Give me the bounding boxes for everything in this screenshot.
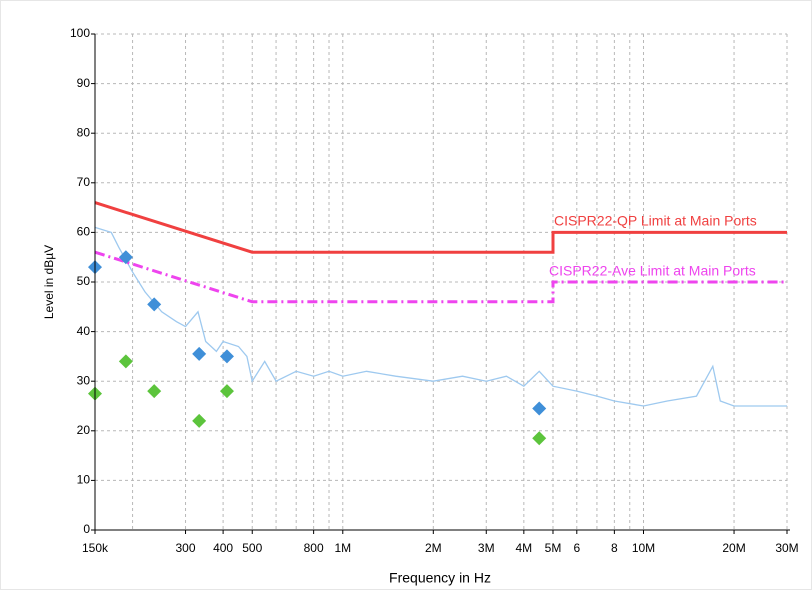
x-tick-label: 150k <box>82 541 109 555</box>
x-tick-label: 3M <box>478 541 495 555</box>
y-tick-label: 0 <box>83 522 90 536</box>
marker <box>192 346 207 361</box>
y-tick-label: 70 <box>77 175 91 189</box>
limit-label: CISPR22-QP Limit at Main Ports <box>554 213 757 229</box>
marker <box>532 431 547 446</box>
x-tick-label: 300 <box>176 541 196 555</box>
x-tick-label: 1M <box>334 541 351 555</box>
x-tick-label: 800 <box>304 541 324 555</box>
series-line <box>94 250 787 304</box>
marker <box>532 401 547 416</box>
y-tick-label: 20 <box>77 423 91 437</box>
y-tick-label: 30 <box>77 373 91 387</box>
y-tick-label: 60 <box>77 225 91 239</box>
series-line <box>94 226 787 407</box>
marker <box>192 413 207 428</box>
limit-label: CISPR22-Ave Limit at Main Ports <box>549 263 756 279</box>
x-tick-label: 30M <box>775 541 798 555</box>
marker <box>219 384 234 399</box>
y-tick-label: 80 <box>77 125 91 139</box>
x-tick-label: 400 <box>213 541 233 555</box>
y-tick-label: 50 <box>77 274 91 288</box>
y-axis-label: Level in dBµV <box>42 245 56 319</box>
marker <box>118 354 133 369</box>
x-tick-label: 2M <box>425 541 442 555</box>
series-line <box>94 201 787 254</box>
x-tick-label: 8 <box>611 541 618 555</box>
x-tick-label: 500 <box>242 541 262 555</box>
x-tick-label: 20M <box>722 541 745 555</box>
x-tick-label: 10M <box>632 541 655 555</box>
y-tick-label: 90 <box>77 76 91 90</box>
y-tick-label: 40 <box>77 324 91 338</box>
y-tick-label: 10 <box>77 473 91 487</box>
marker <box>147 297 162 312</box>
x-tick-label: 5M <box>545 541 562 555</box>
marker <box>147 384 162 399</box>
x-tick-label: 4M <box>516 541 533 555</box>
y-tick-label: 100 <box>70 26 90 40</box>
x-axis-label: Frequency in Hz <box>389 570 491 586</box>
x-tick-label: 6 <box>573 541 580 555</box>
marker <box>219 349 234 364</box>
marker <box>118 250 133 265</box>
